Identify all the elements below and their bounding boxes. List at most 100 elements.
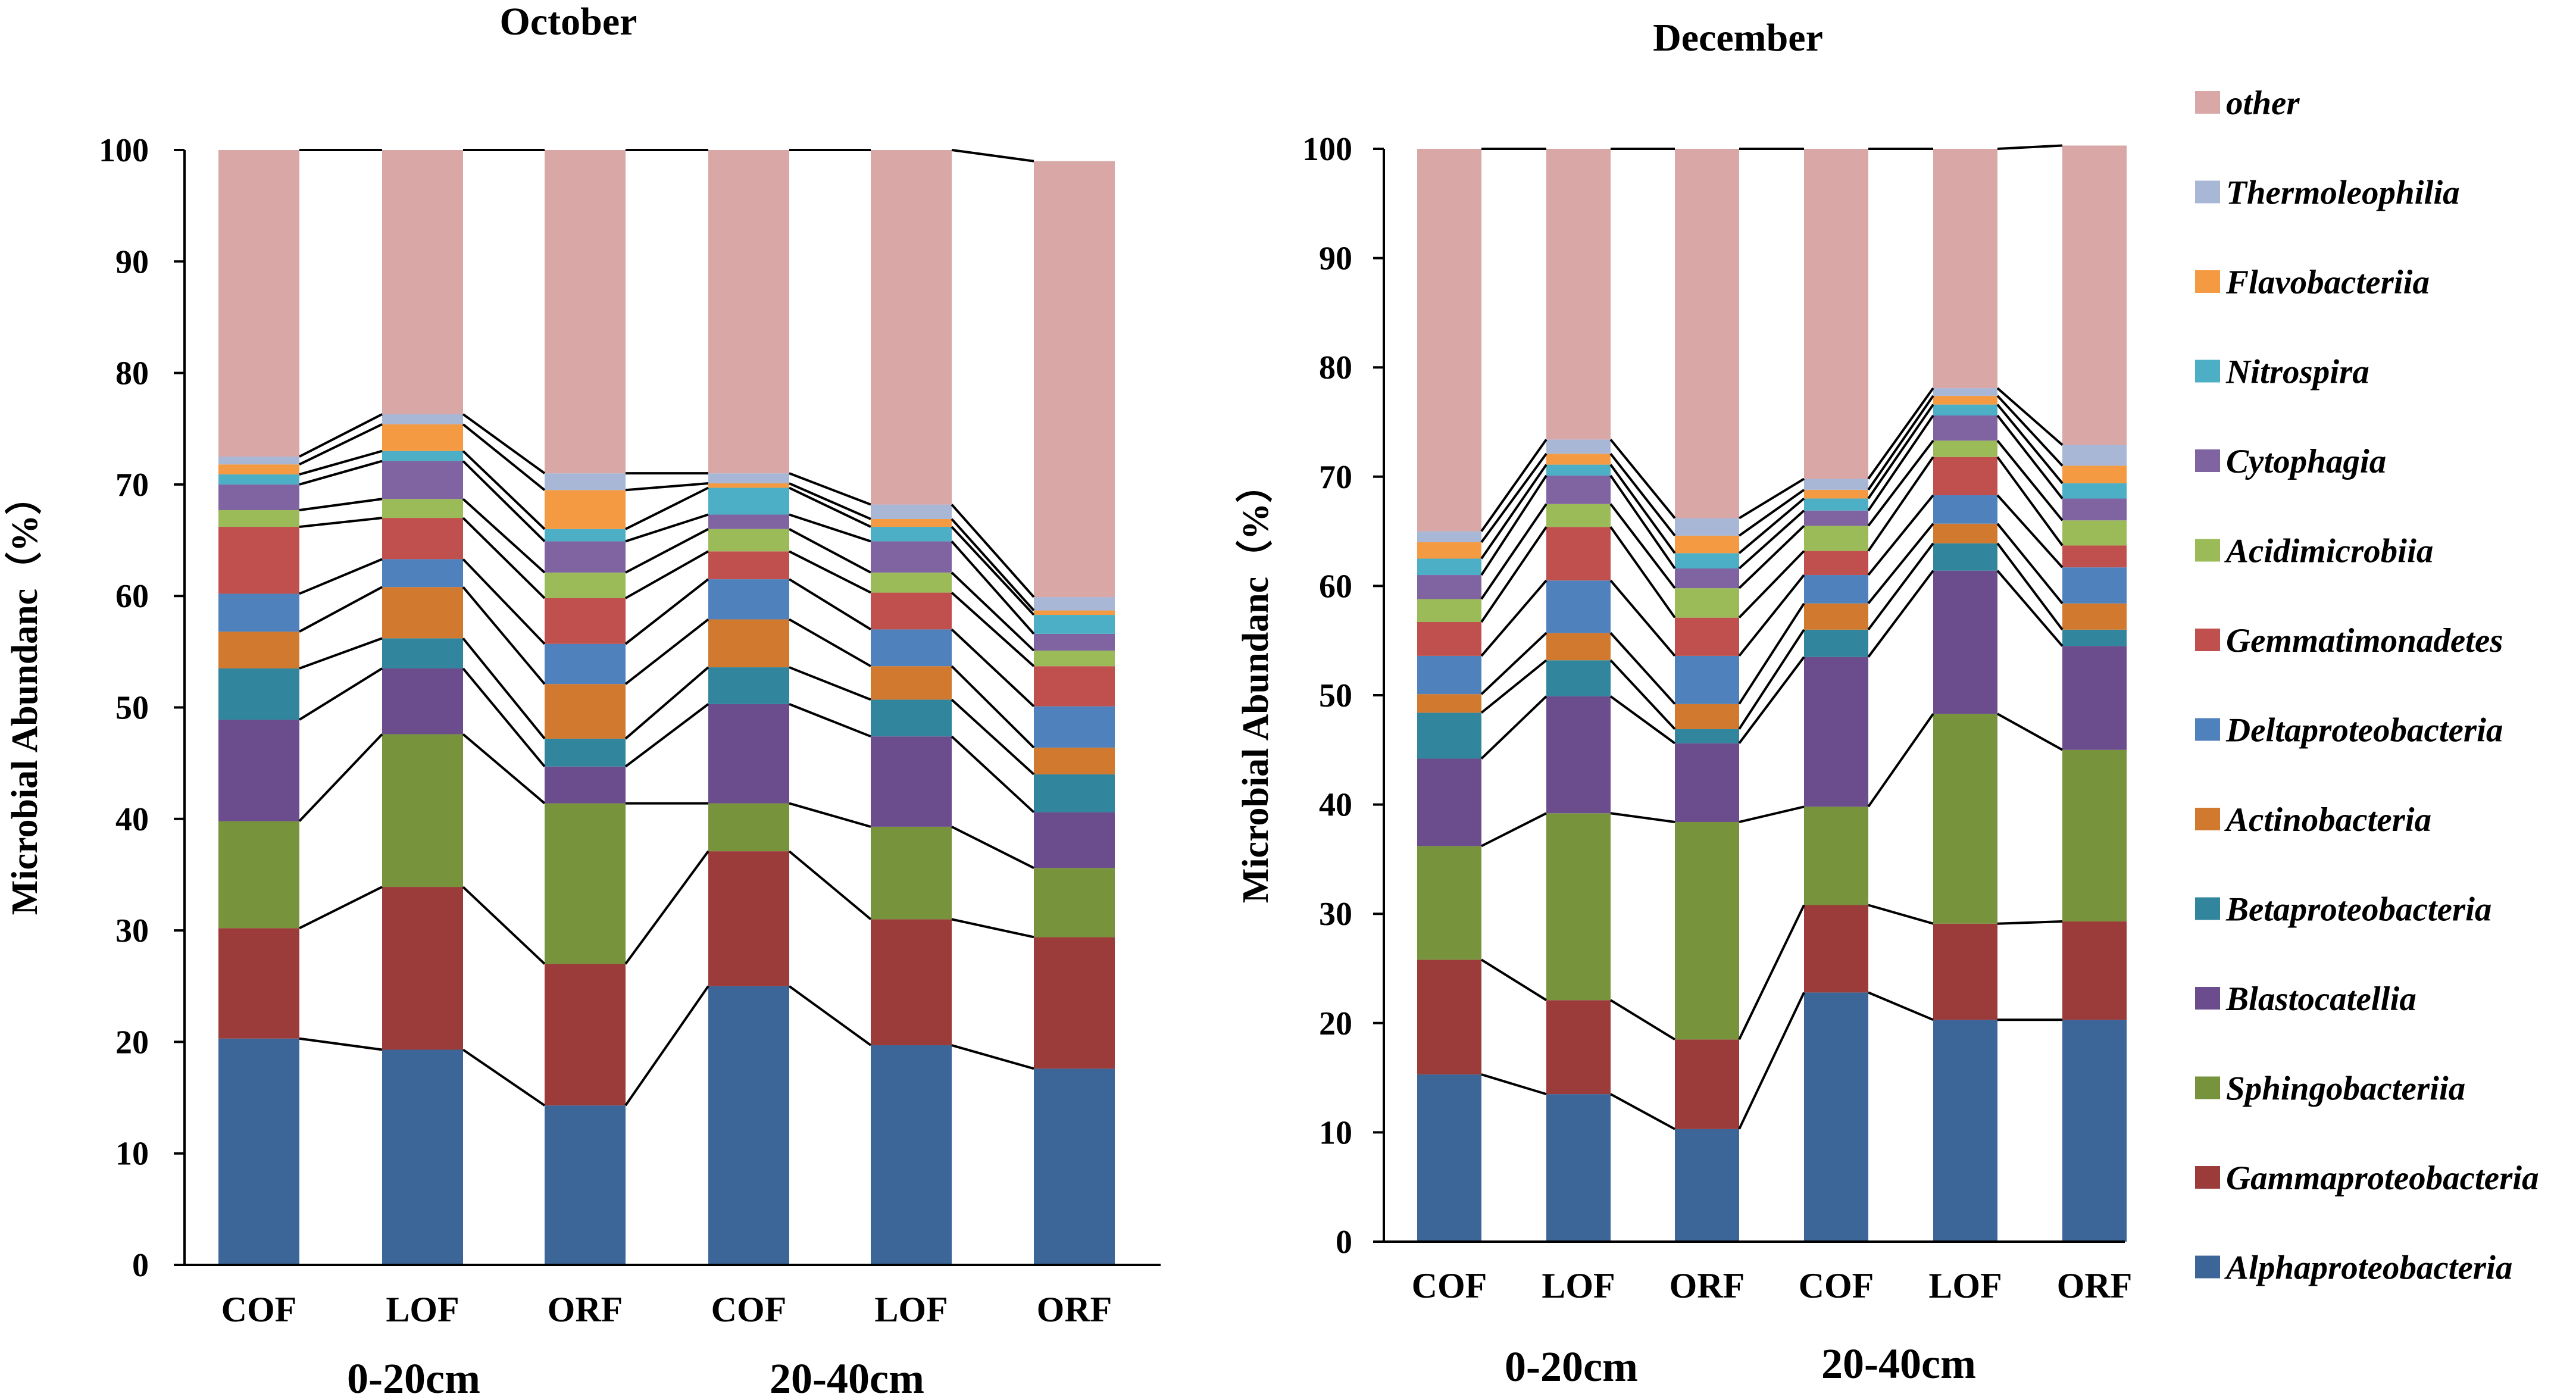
- connector-line: [625, 528, 709, 574]
- connector-line: [1480, 632, 1548, 695]
- connector-line: [789, 486, 871, 528]
- bar-segment-alphaproteobacteria-october: [218, 1038, 299, 1265]
- bar-segment-cytophagia-october: [1034, 633, 1115, 651]
- connector-line: [789, 618, 871, 667]
- bar-segment-other-october: [382, 150, 463, 414]
- bar-segment-alphaproteobacteria-december: [1933, 1020, 1997, 1242]
- legend-swatch-blastocatellia: [2195, 987, 2220, 1010]
- bar-segment-sphingobacteriia-december: [1417, 846, 1481, 960]
- legend-swatch-gammaproteobacteria: [2195, 1166, 2220, 1189]
- connector-line: [625, 550, 709, 599]
- connector-line: [1996, 387, 2064, 446]
- bar-segment-cytophagia-december: [1675, 568, 1739, 589]
- bar-segment-alphaproteobacteria-october: [871, 1045, 952, 1265]
- bar-segment-deltaproteobacteria-december: [1804, 575, 1868, 604]
- connector-line: [1609, 526, 1676, 618]
- connector-line: [1867, 440, 1934, 527]
- connector-line: [1738, 489, 1805, 537]
- bar-segment-nitrospira-december: [1804, 498, 1868, 511]
- bar-segment-gammaproteobacteria-october: [218, 928, 299, 1039]
- bar-segment-gammaproteobacteria-december: [1804, 905, 1868, 993]
- bar-segment-blastocatellia-october: [871, 736, 952, 827]
- connector-line: [1610, 1093, 1675, 1130]
- bar-segment-cytophagia-december: [1933, 415, 1997, 441]
- bar-segment-nitrospira-december: [2062, 483, 2127, 499]
- y-tick-label: 80: [115, 355, 149, 392]
- bar-segment-betaproteobacteria-december: [1933, 543, 1997, 571]
- bar-segment-alphaproteobacteria-december: [2062, 1020, 2127, 1242]
- connector-line: [1738, 497, 1805, 554]
- bar-segment-flavobacteriia-december: [1417, 542, 1481, 559]
- connector-line: [1996, 494, 2064, 568]
- connector-line: [1480, 474, 1548, 576]
- bar-segment-flavobacteriia-december: [1804, 489, 1868, 499]
- bar-segment-actinobacteria-december: [1933, 523, 1997, 543]
- bar-segment-betaproteobacteria-october: [382, 638, 463, 668]
- bar-segment-alphaproteobacteria-october: [382, 1049, 463, 1265]
- connector-line: [951, 504, 1035, 598]
- bar-segment-betaproteobacteria-october: [1034, 774, 1115, 812]
- y-tick-label: 90: [115, 243, 149, 280]
- connectors-december: [1480, 144, 2064, 1130]
- y-tick-label: 20: [115, 1024, 149, 1061]
- connector-line: [1867, 713, 1934, 808]
- connector-line: [1867, 523, 1934, 605]
- bar-segment-other-december: [2062, 145, 2127, 445]
- connector-line: [1480, 503, 1548, 600]
- bar-segment-deltaproteobacteria-october: [871, 629, 952, 667]
- x-category-label: ORF: [1037, 1290, 1112, 1329]
- bar-segment-sphingobacteriia-december: [2062, 749, 2127, 922]
- connector-line: [462, 586, 546, 685]
- connector-line: [1609, 579, 1676, 657]
- legend-label-other: other: [2226, 85, 2300, 122]
- bar-segment-actinobacteria-december: [1804, 603, 1868, 630]
- bar-segment-actinobacteria-december: [1675, 704, 1739, 729]
- x-category-label: LOF: [874, 1290, 948, 1329]
- connector-line: [298, 667, 383, 721]
- bar-segment-thermoleophilia-december: [1546, 439, 1611, 454]
- y-tick-label: 40: [115, 801, 149, 838]
- legend-label-sphingobacteriia: Sphingobacteriia: [2226, 1070, 2465, 1108]
- legend-swatch-sphingobacteriia: [2195, 1076, 2220, 1099]
- connector-line: [625, 482, 709, 492]
- connector-line: [1996, 542, 2064, 631]
- bar-segment-cytophagia-october: [382, 461, 463, 499]
- bar-segment-betaproteobacteria-december: [1417, 712, 1481, 759]
- connector-line: [462, 886, 546, 965]
- bar-segment-blastocatellia-december: [1675, 743, 1739, 822]
- connector-line: [1609, 453, 1676, 537]
- connector-line: [462, 498, 546, 574]
- bar-segment-deltaproteobacteria-october: [218, 593, 299, 632]
- bar-segment-gemmatimonadetes-december: [1417, 621, 1481, 656]
- connector-line: [789, 666, 871, 701]
- bar-segment-cytophagia-october: [545, 541, 626, 573]
- x-category-label: LOF: [1542, 1266, 1615, 1305]
- legend-label-thermoleophilia: Thermoleophilia: [2226, 174, 2460, 212]
- legend-swatch-flavobacteriia: [2195, 270, 2220, 293]
- connector-line: [1609, 659, 1676, 730]
- bar-segment-flavobacteriia-october: [1034, 610, 1115, 615]
- connector-line: [1868, 904, 1934, 925]
- connector-line: [1867, 404, 1934, 499]
- bar-segment-blastocatellia-december: [1804, 657, 1868, 807]
- bar-segment-deltaproteobacteria-october: [708, 579, 789, 620]
- connector-line: [299, 1037, 383, 1051]
- connector-line: [1996, 414, 2064, 499]
- bar-segment-gammaproteobacteria-december: [1417, 960, 1481, 1075]
- legend-label-gemmatimonadetes: Gemmatimonadetes: [2226, 622, 2503, 660]
- connector-line: [1996, 404, 2064, 485]
- y-tick-label: 70: [115, 467, 149, 504]
- connector-line: [1610, 812, 1675, 823]
- y-ticks-december: 0 10 20 30 40 50 60 70 80 90 100: [1302, 131, 1384, 1261]
- connector-line: [789, 703, 871, 738]
- connector-line: [1738, 656, 1805, 744]
- bar-segment-nitrospira-october: [708, 488, 789, 515]
- bar-segment-deltaproteobacteria-october: [382, 559, 463, 588]
- y-tick-label: 90: [1319, 240, 1352, 277]
- connector-line: [1480, 659, 1548, 714]
- legend-label-deltaproteobacteria: Deltaproteobacteria: [2225, 712, 2503, 749]
- y-tick-label: 30: [115, 912, 149, 949]
- connector-line: [1609, 474, 1676, 570]
- bar-segment-gammaproteobacteria-october: [708, 851, 789, 986]
- connector-line: [1738, 550, 1805, 619]
